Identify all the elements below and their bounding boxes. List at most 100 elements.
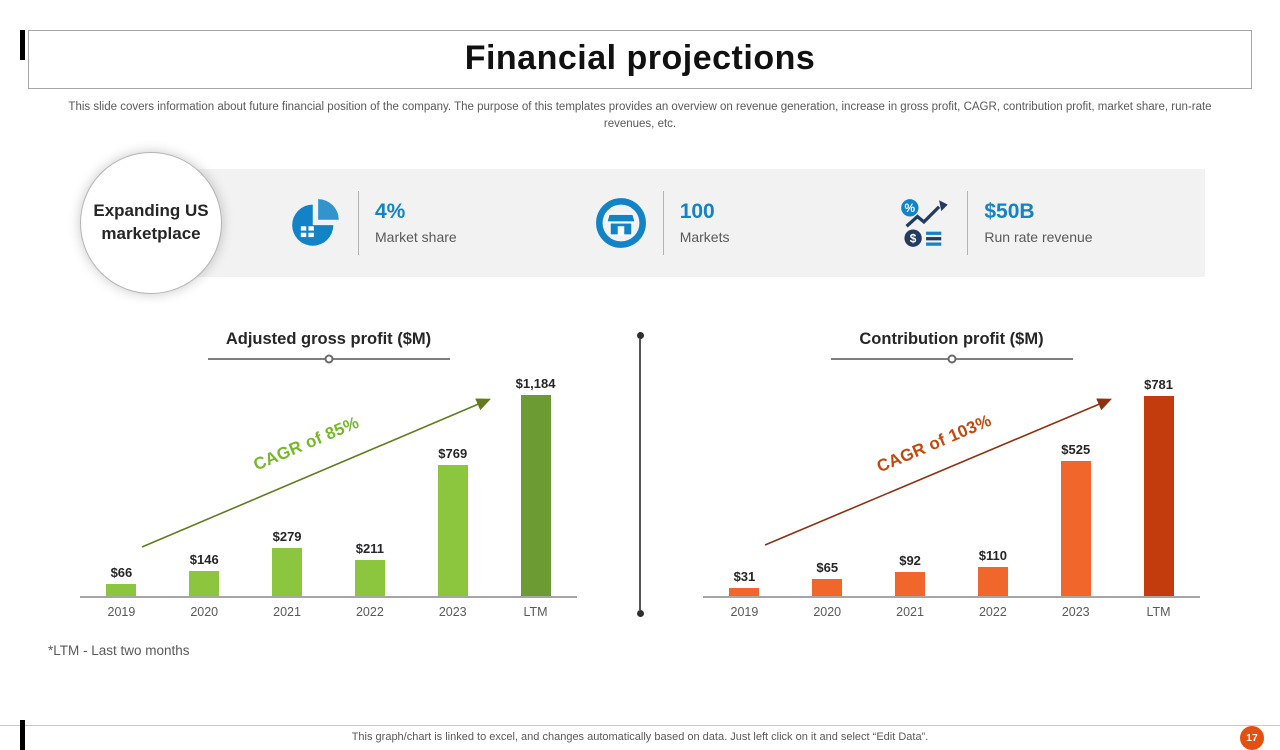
bars-row: $66 $146 $279 $211 $769 $1,184	[80, 370, 577, 596]
ltm-footnote: *LTM - Last two months	[48, 642, 190, 658]
title-underline	[207, 354, 450, 363]
bar	[437, 465, 468, 596]
bar	[1060, 461, 1091, 596]
adjusted-gross-profit-chart[interactable]: Adjusted gross profit ($M) CAGR of 85% $…	[80, 330, 577, 619]
bar-column: $110	[951, 548, 1034, 596]
stat-run-rate-revenue: % $ $50B Run rate revenue	[899, 190, 1204, 255]
x-axis-labels: 2019 2020 2021 2022 2023 LTM	[80, 598, 577, 619]
bar-value-label: $65	[816, 559, 839, 575]
stat-value: 100	[679, 200, 715, 223]
footer-note: This graph/chart is linked to excel, and…	[351, 731, 929, 743]
chart-title: Adjusted gross profit ($M)	[225, 329, 432, 348]
axis-category-label: 2022	[355, 604, 384, 619]
bar-column: $279	[246, 529, 329, 596]
bar-column: $769	[411, 446, 494, 596]
plot-area: CAGR of 85% $66 $146 $279 $211 $769 $1,184	[80, 370, 577, 596]
stat-divider	[358, 190, 359, 255]
stats-list: 4% Market share 100 Markets	[290, 190, 1205, 255]
bar-value-label: $31	[733, 568, 756, 584]
bar-value-label: $525	[1061, 442, 1091, 458]
bar	[812, 578, 843, 596]
charts-section: Adjusted gross profit ($M) CAGR of 85% $…	[0, 330, 1280, 619]
corner-accent-top	[20, 30, 25, 60]
chart-title: Contribution profit ($M)	[859, 329, 1044, 348]
bar-column: $781	[1117, 377, 1200, 596]
slide-description: This slide covers information about futu…	[68, 101, 1212, 131]
svg-text:$: $	[910, 231, 917, 245]
axis-category-label: LTM	[523, 604, 548, 619]
bar	[729, 587, 760, 596]
title-dot	[324, 354, 333, 363]
bar-column: $211	[328, 541, 411, 596]
bars-row: $31 $65 $92 $110 $525 $781	[703, 370, 1200, 596]
bar	[895, 572, 926, 596]
bar-column: $525	[1034, 442, 1117, 596]
axis-category-label: 2021	[273, 604, 301, 619]
stat-label: Market share	[375, 229, 457, 245]
bar	[977, 567, 1008, 596]
plot-area: CAGR of 103% $31 $65 $92 $110 $525 $781	[703, 370, 1200, 596]
bar-column: $66	[80, 565, 163, 596]
divider-dot-bottom	[636, 609, 644, 617]
divider-dot-top	[636, 331, 644, 339]
bar-column: $31	[703, 569, 786, 596]
stat-markets: 100 Markets	[595, 190, 900, 255]
bar-column: $92	[869, 553, 952, 596]
stat-divider	[662, 190, 664, 255]
bar-value-label: $279	[272, 529, 302, 545]
bar-value-label: $781	[1144, 376, 1174, 392]
page-title: Financial projections	[464, 39, 816, 77]
axis-category-label: 2021	[896, 604, 924, 619]
bar	[520, 395, 551, 596]
bar-value-label: $110	[978, 548, 1007, 564]
axis-category-label: 2020	[190, 604, 219, 619]
axis-category-label: 2023	[1061, 604, 1090, 619]
axis-category-label: 2019	[730, 604, 759, 619]
stat-market-share: 4% Market share	[290, 190, 595, 255]
stats-bar: 4% Market share 100 Markets	[150, 168, 1205, 277]
bar-column: $1,184	[494, 376, 577, 596]
stat-label: Markets	[679, 229, 730, 245]
contribution-profit-chart[interactable]: Contribution profit ($M) CAGR of 103% $3…	[703, 330, 1200, 619]
bar	[272, 548, 303, 596]
x-axis-labels: 2019 2020 2021 2022 2023 LTM	[703, 598, 1200, 619]
bar-column: $146	[163, 552, 246, 596]
stat-divider	[967, 190, 969, 255]
bar-value-label: $1,184	[515, 376, 556, 392]
axis-category-label: LTM	[1146, 604, 1171, 619]
cagr-trend-arrow	[764, 397, 1112, 546]
corner-accent-bottom	[20, 720, 25, 750]
axis-category-label: 2022	[978, 604, 1007, 619]
bar-value-label: $66	[110, 565, 133, 581]
page-number-badge: 17	[1240, 726, 1264, 750]
divider-line	[639, 338, 641, 610]
badge-label: Expanding US marketplace	[93, 201, 209, 243]
x-axis-line	[703, 595, 1200, 598]
cagr-trend-arrow	[141, 397, 491, 548]
axis-category-label: 2019	[107, 604, 136, 619]
bar	[106, 584, 137, 596]
bar-value-label: $769	[438, 446, 468, 462]
stat-label: Run rate revenue	[984, 229, 1093, 245]
highlights-section: 4% Market share 100 Markets	[28, 151, 1252, 294]
bar-column: $65	[786, 560, 869, 596]
axis-category-label: 2023	[438, 604, 467, 619]
x-axis-line	[80, 595, 577, 598]
marketplace-store-icon	[595, 197, 646, 248]
title-underline	[830, 354, 1073, 363]
bar-value-label: $92	[899, 553, 921, 568]
bar	[189, 570, 220, 596]
title-box: Financial projections	[28, 30, 1252, 89]
pie-chart-icon	[292, 198, 339, 246]
title-dot	[947, 354, 956, 363]
bar-value-label: $211	[355, 540, 384, 556]
expanding-us-marketplace-badge: Expanding US marketplace	[80, 151, 222, 294]
axis-category-label: 2020	[813, 604, 842, 619]
bar	[1143, 395, 1174, 596]
svg-text:%: %	[905, 201, 916, 215]
stat-value: $50B	[984, 200, 1035, 223]
footer-bar: This graph/chart is linked to excel, and…	[0, 725, 1280, 750]
revenue-growth-icon: % $	[901, 198, 949, 247]
bar-value-label: $146	[189, 551, 219, 567]
stat-value: 4%	[375, 200, 406, 223]
